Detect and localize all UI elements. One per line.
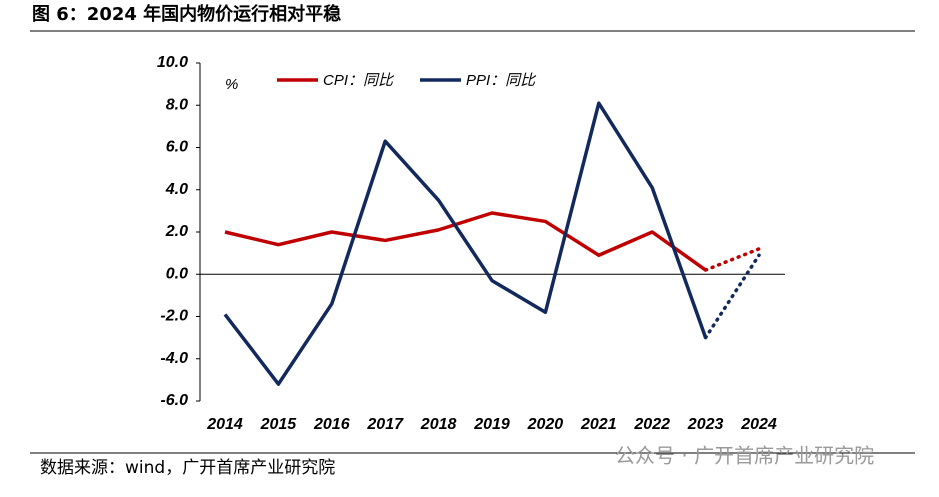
y-tick-label: 4.0 — [165, 181, 188, 198]
series-line — [224, 211, 707, 272]
y-tick-label: -4.0 — [160, 350, 188, 367]
x-tick-label: 2018 — [420, 416, 457, 433]
watermark: 公众号 · 广开首席产业研究院 — [615, 444, 874, 468]
source-note: 数据来源：wind，广开首席产业研究院 — [40, 458, 335, 478]
series-dotted-segment — [703, 253, 761, 340]
y-tick-label: 6.0 — [166, 139, 188, 156]
x-tick-label: 2016 — [313, 416, 350, 433]
y-tick-label: 8.0 — [166, 96, 188, 113]
y-tick-label: -6.0 — [160, 392, 188, 409]
x-tick-label: 2024 — [740, 416, 777, 433]
series-line — [223, 101, 708, 386]
x-tick-label: 2017 — [366, 416, 404, 433]
x-tick-label: 2020 — [527, 416, 564, 433]
y-tick-label: -2.0 — [160, 308, 188, 325]
x-tick-label: 2022 — [633, 416, 670, 433]
x-tick-label: 2015 — [260, 416, 298, 433]
unit-label: % — [225, 76, 238, 93]
legend-label: CPI：同比 — [323, 72, 395, 89]
legend-label: PPI：同比 — [466, 72, 537, 89]
chart-title: 图 6：2024 年国内物价运行相对平稳 — [32, 3, 341, 25]
y-tick-label: 2.0 — [165, 223, 188, 240]
x-tick-label: 2014 — [206, 416, 243, 433]
x-tick-label: 2021 — [580, 416, 617, 433]
x-tick-label: 2023 — [687, 416, 724, 433]
series-dotted-segment — [703, 247, 761, 272]
y-tick-label: 10.0 — [157, 54, 188, 71]
y-tick-label: 0.0 — [166, 265, 188, 282]
x-tick-label: 2019 — [473, 416, 510, 433]
